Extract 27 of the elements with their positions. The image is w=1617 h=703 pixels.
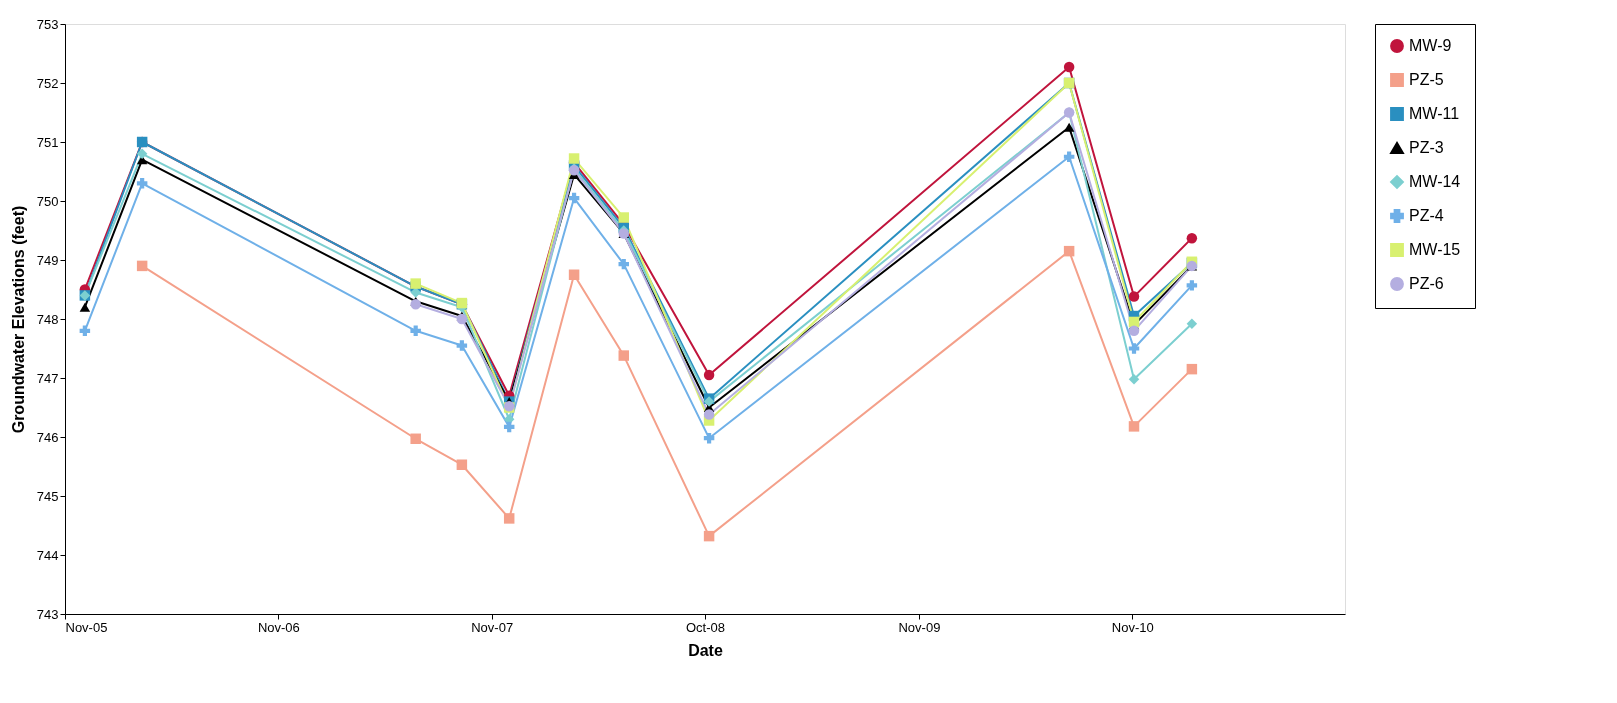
y-tick-label: 746 [36, 429, 59, 445]
y-tick-label: 743 [36, 606, 59, 622]
y-tick-label: 753 [36, 16, 59, 32]
y-tick-label: 750 [36, 193, 59, 209]
x-tick-label: Nov-07 [471, 619, 514, 635]
legend-label: MW-9 [1409, 37, 1452, 54]
x-axis-title: Date [688, 641, 723, 659]
legend-label: MW-14 [1409, 173, 1461, 190]
y-tick-label: 752 [36, 75, 59, 91]
y-axis-title: Groundwater Elevations (feet) [9, 205, 27, 434]
y-tick-label: 744 [36, 547, 59, 563]
y-tick-label: 751 [36, 134, 59, 150]
x-tick-label: Nov-06 [257, 619, 300, 635]
x-tick-label: Nov-10 [1111, 619, 1154, 635]
x-tick-label: Nov-05 [65, 619, 108, 635]
x-tick-label: Nov-09 [898, 619, 941, 635]
y-tick-label: 747 [36, 370, 59, 386]
x-tick-label: Oct-08 [685, 619, 726, 635]
legend-label: MW-11 [1409, 105, 1460, 122]
y-tick-label: 745 [36, 488, 59, 504]
legend-label: PZ-4 [1409, 207, 1444, 224]
legend-label: PZ-3 [1409, 139, 1444, 156]
legend-label: PZ-5 [1409, 71, 1444, 88]
y-tick-label: 748 [36, 311, 59, 327]
y-tick-label: 749 [36, 252, 59, 268]
legend-label: MW-15 [1409, 241, 1461, 258]
legend-label: PZ-6 [1409, 275, 1444, 292]
